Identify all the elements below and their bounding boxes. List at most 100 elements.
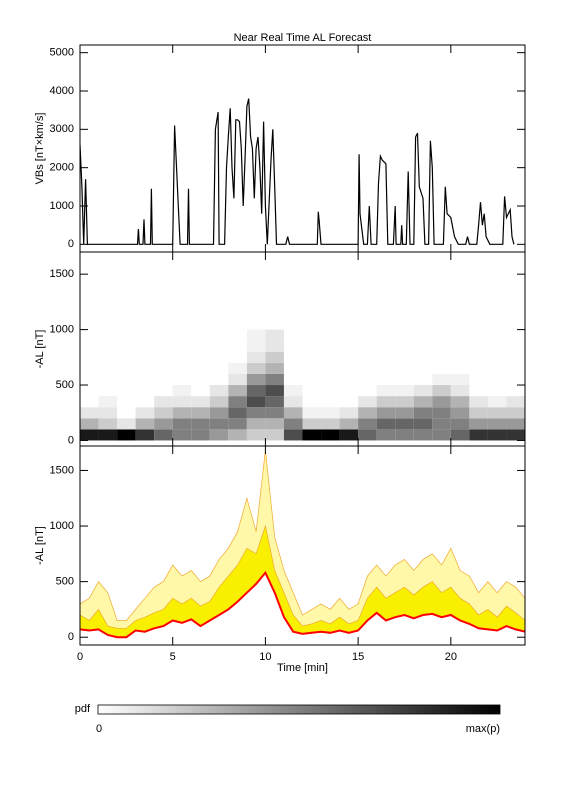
heat-cell	[98, 340, 118, 352]
heat-cell	[283, 351, 303, 363]
heat-cell	[135, 429, 155, 441]
heat-cell	[117, 373, 136, 386]
heat-cell	[283, 362, 303, 374]
heat-cell	[432, 396, 451, 408]
heat-cell	[283, 373, 303, 386]
heat-cell	[135, 385, 155, 397]
chart-title: Near Real Time AL Forecast	[234, 32, 372, 44]
heat-cell	[487, 385, 507, 397]
heat-cell	[506, 429, 525, 441]
heat-cell	[154, 407, 173, 419]
heat-cell	[358, 329, 377, 341]
heat-cell	[432, 362, 451, 374]
y-axis-label: VBs [nT×km/s]	[34, 113, 46, 185]
heat-cell	[450, 407, 470, 419]
y-tick-label: 500	[56, 379, 74, 391]
heat-cell	[98, 407, 118, 419]
heat-cell	[117, 385, 136, 397]
heat-cell	[358, 407, 377, 419]
heat-cell	[117, 340, 136, 352]
heat-cell	[450, 385, 470, 397]
colorbar	[97, 704, 501, 715]
heat-cell	[376, 407, 396, 419]
heat-cell	[506, 385, 525, 397]
heat-cell	[191, 418, 210, 430]
colorbar-min: 0	[96, 723, 102, 735]
heat-cell	[469, 362, 488, 374]
heat-cell	[228, 340, 247, 352]
heat-cell	[154, 362, 173, 374]
heat-cell	[246, 385, 266, 397]
heat-cell	[321, 373, 340, 386]
heat-cell	[376, 373, 396, 386]
x-tick-label: 0	[77, 651, 83, 663]
heat-cell	[450, 396, 470, 408]
heat-cell	[228, 329, 247, 341]
heat-cell	[135, 340, 155, 352]
heat-cell	[450, 418, 470, 430]
heat-cell	[246, 373, 266, 386]
heat-cell	[135, 351, 155, 363]
heat-cell	[154, 340, 173, 352]
y-tick-label: 0	[68, 434, 74, 446]
heat-cell	[302, 340, 322, 352]
heat-cell	[135, 407, 155, 419]
heat-cell	[302, 385, 322, 397]
heat-cell	[172, 340, 192, 352]
heat-cell	[302, 329, 322, 341]
heat-cell	[395, 396, 414, 408]
y-tick-label: 5000	[50, 47, 74, 59]
heat-cell	[265, 418, 284, 430]
heat-cell	[154, 418, 173, 430]
heat-cell	[376, 418, 396, 430]
heat-cell	[395, 418, 414, 430]
heat-cell	[228, 373, 247, 386]
heat-cell	[283, 396, 303, 408]
data-line	[80, 98, 515, 245]
heat-cell	[339, 362, 359, 374]
heat-cell	[154, 373, 173, 386]
heat-cell	[172, 429, 192, 441]
heat-cell	[395, 340, 414, 352]
heat-cell	[358, 340, 377, 352]
heat-cell	[413, 418, 433, 430]
heat-cell	[413, 362, 433, 374]
heat-cell	[209, 407, 229, 419]
heat-cell	[209, 385, 229, 397]
heat-cell	[283, 418, 303, 430]
heat-cell	[469, 396, 488, 408]
heat-cell	[98, 396, 118, 408]
heat-cell	[358, 429, 377, 441]
heat-cell	[339, 351, 359, 363]
heat-cell	[487, 418, 507, 430]
heat-cell	[228, 418, 247, 430]
heat-cell	[376, 429, 396, 441]
heat-cell	[228, 407, 247, 419]
heat-cell	[209, 429, 229, 441]
y-tick-label: 1000	[50, 520, 74, 532]
heat-cell	[135, 373, 155, 386]
heat-cell	[302, 396, 322, 408]
heat-cell	[469, 429, 488, 441]
heat-cell	[228, 385, 247, 397]
heat-cell	[376, 351, 396, 363]
heat-cell	[469, 385, 488, 397]
heat-cell	[469, 329, 488, 341]
heat-cell	[283, 407, 303, 419]
heat-cell	[117, 418, 136, 430]
heat-cell	[376, 396, 396, 408]
heat-cell	[487, 329, 507, 341]
heat-cell	[432, 407, 451, 419]
heat-cell	[339, 429, 359, 441]
heat-cell	[172, 385, 192, 397]
y-tick-label: 1000	[50, 324, 74, 336]
heat-cell	[172, 362, 192, 374]
heat-cell	[395, 373, 414, 386]
heat-cell	[172, 396, 192, 408]
heat-cell	[117, 396, 136, 408]
heat-cell	[395, 407, 414, 419]
heat-cell	[154, 329, 173, 341]
heat-cell	[413, 385, 433, 397]
x-tick-label: 5	[170, 651, 176, 663]
heat-cell	[191, 396, 210, 408]
